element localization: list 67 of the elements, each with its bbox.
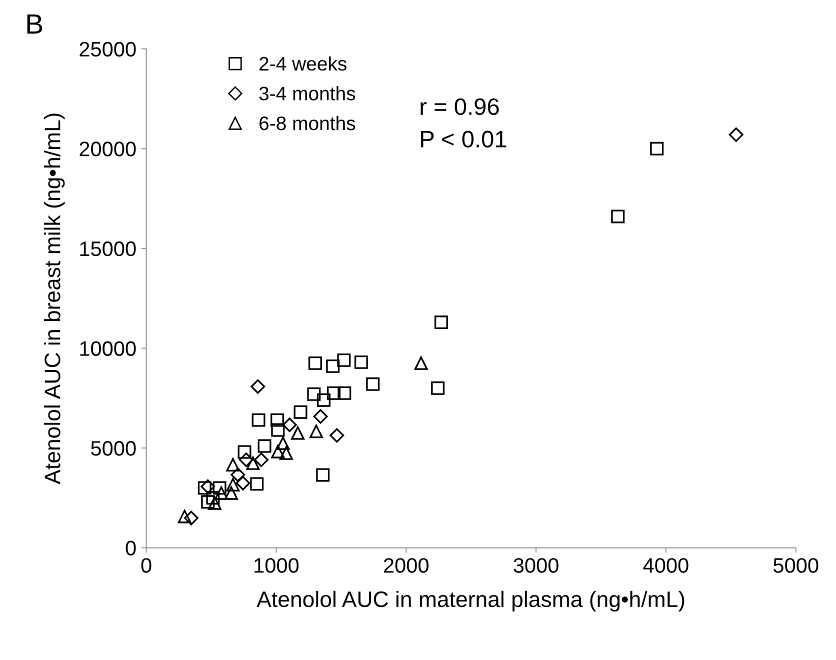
x-tick-label: 5000 — [774, 558, 818, 573]
point — [198, 481, 212, 495]
point — [246, 456, 260, 470]
point — [294, 405, 308, 419]
point — [226, 478, 240, 492]
point — [307, 387, 321, 401]
point — [276, 436, 290, 450]
point — [431, 381, 445, 395]
point — [326, 359, 340, 373]
point — [330, 428, 344, 443]
point — [309, 424, 323, 438]
annotation: P < 0.01 — [421, 130, 506, 148]
point — [178, 510, 192, 524]
y-tick-label: 5000 — [91, 441, 136, 456]
point — [354, 355, 368, 369]
legend-label: 3-4 months — [259, 86, 356, 100]
point — [212, 481, 226, 495]
point — [201, 495, 215, 509]
annotation: r = 0.96 — [420, 98, 499, 116]
y-tick-label: 25000 — [80, 42, 136, 57]
x-tick-label: 1000 — [254, 558, 299, 573]
x-axis-title: Atenolol AUC in maternal plasma (ng•h/mL) — [256, 590, 684, 612]
point — [250, 477, 264, 491]
point — [226, 458, 240, 472]
point — [327, 386, 341, 400]
y-tick-label: 15000 — [80, 241, 136, 256]
point — [611, 210, 625, 224]
point — [271, 423, 285, 437]
point — [236, 476, 250, 490]
point — [291, 426, 305, 440]
y-tick-label: 20000 — [80, 142, 136, 156]
point — [250, 379, 266, 394]
point — [728, 127, 744, 142]
point — [224, 486, 238, 500]
point — [184, 510, 198, 526]
x-tick-label: 2000 — [384, 558, 428, 573]
point — [254, 452, 268, 467]
text: B — [27, 14, 42, 34]
point — [206, 491, 220, 505]
point — [366, 377, 380, 391]
point — [316, 468, 330, 482]
point — [271, 444, 285, 458]
point — [317, 393, 330, 407]
point — [230, 468, 246, 482]
point — [308, 356, 322, 370]
point — [282, 418, 297, 432]
point — [338, 386, 352, 400]
legend-label: 6-8 months — [260, 116, 356, 130]
point — [313, 409, 328, 424]
point — [337, 353, 351, 367]
point — [279, 446, 293, 460]
x-tick-label: 4000 — [643, 558, 688, 573]
y-tick-label: 10000 — [80, 341, 136, 356]
point — [252, 413, 266, 427]
x-tick-label: 0 — [141, 558, 152, 573]
point — [650, 142, 664, 156]
point — [434, 316, 448, 330]
point — [238, 445, 252, 459]
point — [270, 413, 284, 427]
point — [200, 479, 216, 494]
point — [414, 356, 428, 370]
y-tick-label: 0 — [126, 540, 136, 556]
x-tick-label: 3000 — [514, 558, 558, 573]
point — [238, 452, 254, 467]
legend-label: 2-4 weeks — [260, 56, 346, 71]
point — [258, 439, 272, 453]
y-axis-title: Atenolol AUC in breast milk (ng•h/mL) — [44, 114, 65, 484]
